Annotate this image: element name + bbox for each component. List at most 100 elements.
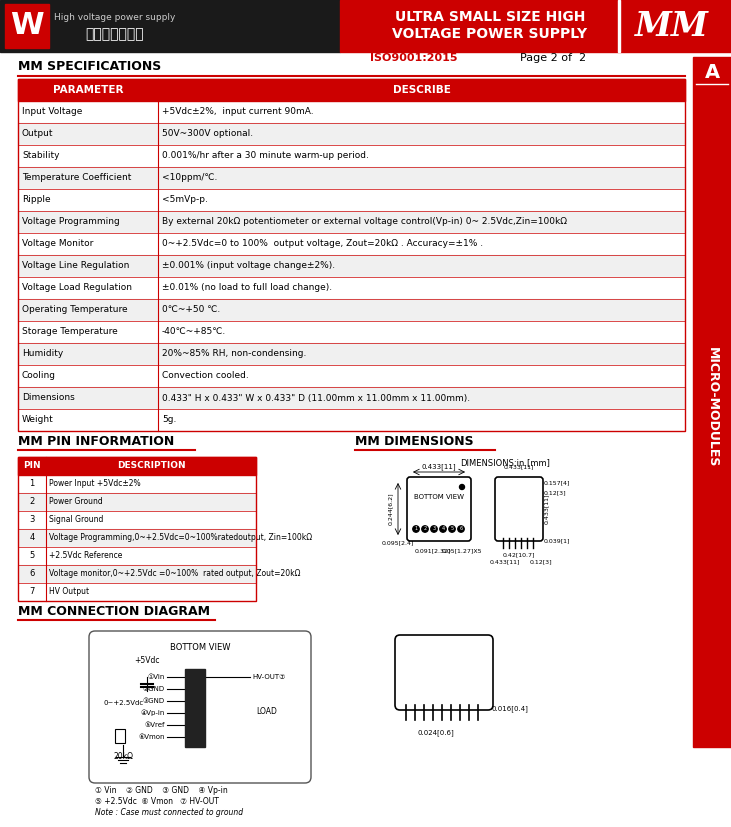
Text: 0.433" H x 0.433" W x 0.433" D (11.00mm x 11.00mm x 11.00mm).: 0.433" H x 0.433" W x 0.433" D (11.00mm …: [162, 394, 470, 403]
Text: Humidity: Humidity: [22, 350, 64, 358]
Circle shape: [460, 485, 464, 490]
Text: Voltage monitor,0~+2.5Vdc =0~100%  rated output, Zout=20kΩ: Voltage monitor,0~+2.5Vdc =0~100% rated …: [49, 570, 300, 579]
Text: 20kΩ: 20kΩ: [113, 752, 133, 761]
Text: 0~+2.5Vdc=0 to 100%  output voltage, Zout=20kΩ . Accuracy=±1% .: 0~+2.5Vdc=0 to 100% output voltage, Zout…: [162, 240, 483, 248]
Text: 0.157[4]: 0.157[4]: [544, 480, 570, 485]
Bar: [5, 4, 49, 48]
Text: -40℃~+85℃.: -40℃~+85℃.: [162, 327, 227, 337]
Text: ⑤Vref: ⑤Vref: [145, 722, 165, 728]
Text: DIMENSIONS:in.[mm]: DIMENSIONS:in.[mm]: [460, 458, 550, 467]
Bar: [18, 387, 685, 409]
Text: <10ppm/℃.: <10ppm/℃.: [162, 174, 217, 183]
Circle shape: [422, 526, 428, 533]
Circle shape: [440, 526, 446, 533]
Bar: [18, 101, 685, 123]
Text: MM PIN INFORMATION: MM PIN INFORMATION: [18, 435, 174, 448]
Text: HV-OUT⑦: HV-OUT⑦: [252, 674, 285, 680]
Text: High voltage power supply: High voltage power supply: [54, 12, 175, 22]
Text: 0.12[3]: 0.12[3]: [544, 490, 567, 495]
Text: Voltage Line Regulation: Voltage Line Regulation: [22, 261, 129, 270]
Bar: [18, 167, 685, 189]
Text: 5g.: 5g.: [162, 415, 176, 424]
Text: MM SPECIFICATIONS: MM SPECIFICATIONS: [18, 60, 162, 73]
Bar: [18, 409, 685, 431]
Circle shape: [458, 526, 464, 533]
Text: 0.039[1]: 0.039[1]: [544, 538, 570, 543]
Bar: [18, 565, 256, 583]
Bar: [18, 145, 685, 167]
Text: BOTTOM VIEW: BOTTOM VIEW: [414, 494, 464, 500]
Text: 0.091[2.32]: 0.091[2.32]: [415, 548, 452, 553]
Text: 0.433[11]: 0.433[11]: [504, 464, 534, 469]
Text: ±0.01% (no load to full load change).: ±0.01% (no load to full load change).: [162, 284, 332, 293]
Bar: [18, 529, 256, 547]
Bar: [18, 123, 685, 145]
Text: ①Vin: ①Vin: [148, 674, 165, 680]
Text: 1: 1: [414, 527, 417, 532]
Text: 0.12[3]: 0.12[3]: [530, 559, 553, 564]
Text: Signal Ground: Signal Ground: [49, 515, 103, 524]
Text: DESCRIBE: DESCRIBE: [393, 85, 450, 95]
Text: 5: 5: [29, 552, 34, 561]
Text: Power Ground: Power Ground: [49, 498, 103, 506]
Text: Operating Temperature: Operating Temperature: [22, 305, 128, 314]
Text: Voltage Programming: Voltage Programming: [22, 218, 120, 227]
Text: 1: 1: [29, 480, 34, 489]
Bar: [18, 255, 685, 277]
Text: ULTRA SMALL SIZE HIGH: ULTRA SMALL SIZE HIGH: [395, 10, 586, 24]
Text: W: W: [10, 12, 44, 41]
Text: ±0.001% (input voltage change±2%).: ±0.001% (input voltage change±2%).: [162, 261, 335, 270]
Text: ②GND: ②GND: [143, 686, 165, 692]
Bar: [18, 457, 256, 475]
Text: 0.095[2.4]: 0.095[2.4]: [382, 540, 414, 545]
Bar: [18, 321, 685, 343]
Bar: [18, 475, 256, 493]
Text: 4: 4: [29, 533, 34, 543]
Bar: [18, 211, 685, 233]
Bar: [18, 189, 685, 211]
Text: +5Vdc±2%,  input current 90mA.: +5Vdc±2%, input current 90mA.: [162, 108, 314, 117]
Text: 0.016[0.4]: 0.016[0.4]: [492, 705, 529, 712]
Text: ISO9001:2015: ISO9001:2015: [370, 53, 458, 63]
Text: PIN: PIN: [23, 461, 41, 471]
Text: By external 20kΩ potentiometer or external voltage control(Vp-in) 0~ 2.5Vdc,Zin=: By external 20kΩ potentiometer or extern…: [162, 218, 567, 227]
Bar: [0, 0, 340, 52]
Bar: [115, 729, 125, 743]
Bar: [618, 0, 620, 52]
Text: 0.433[11]: 0.433[11]: [490, 559, 520, 564]
Bar: [18, 79, 685, 431]
Text: 0.433[11]: 0.433[11]: [422, 463, 456, 470]
Text: 威思曼高压电源: 威思曼高压电源: [86, 27, 144, 41]
Text: 2: 2: [423, 527, 427, 532]
Bar: [18, 233, 685, 255]
Text: Dimensions: Dimensions: [22, 394, 75, 403]
Text: 0℃~+50 ℃.: 0℃~+50 ℃.: [162, 305, 220, 314]
Circle shape: [413, 526, 419, 533]
Text: Power Input +5Vdc±2%: Power Input +5Vdc±2%: [49, 480, 140, 489]
Text: Stability: Stability: [22, 151, 59, 160]
Bar: [18, 277, 685, 299]
Text: 6: 6: [460, 527, 463, 532]
Bar: [18, 547, 256, 565]
Text: LOAD: LOAD: [257, 707, 278, 716]
Text: Page 2 of  2: Page 2 of 2: [520, 53, 586, 63]
Text: DESCRIPTION: DESCRIPTION: [117, 461, 186, 471]
Text: MM: MM: [635, 9, 709, 42]
Text: 50V~300V optional.: 50V~300V optional.: [162, 130, 253, 138]
Text: Cooling: Cooling: [22, 371, 56, 380]
Text: A: A: [705, 63, 719, 82]
Text: Input Voltage: Input Voltage: [22, 108, 83, 117]
Text: Convection cooled.: Convection cooled.: [162, 371, 249, 380]
Text: Ripple: Ripple: [22, 195, 50, 204]
Text: ③GND: ③GND: [143, 698, 165, 704]
Text: 2: 2: [29, 498, 34, 506]
Text: 3: 3: [433, 527, 436, 532]
Text: Note : Case must connected to ground: Note : Case must connected to ground: [95, 808, 243, 817]
Text: 20%~85% RH, non-condensing.: 20%~85% RH, non-condensing.: [162, 350, 306, 358]
Text: 0.433[11]: 0.433[11]: [544, 494, 549, 524]
Text: +5Vdc: +5Vdc: [135, 656, 160, 665]
Text: Temperature Coefficient: Temperature Coefficient: [22, 174, 132, 183]
Bar: [693, 57, 731, 747]
Text: HV Output: HV Output: [49, 587, 89, 596]
Text: <5mVp-p.: <5mVp-p.: [162, 195, 208, 204]
